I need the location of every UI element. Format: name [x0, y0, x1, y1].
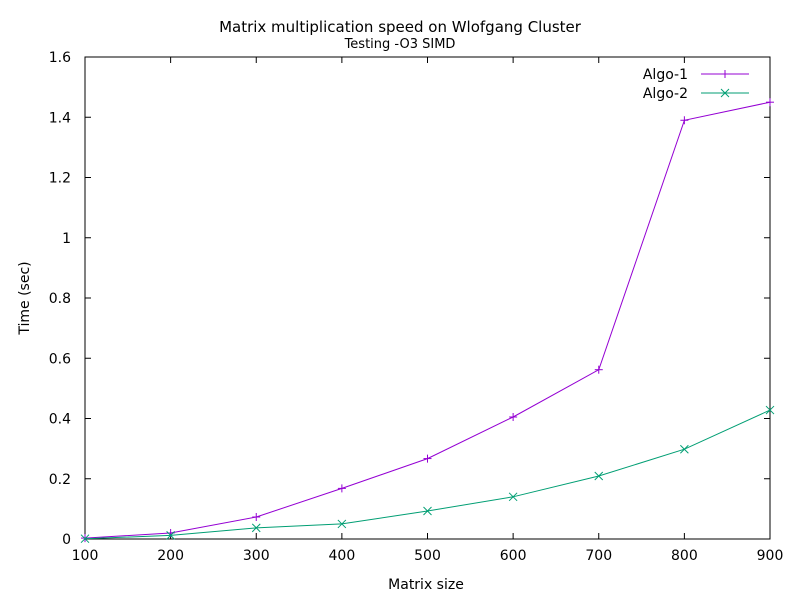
legend-label: Algo-1: [643, 67, 688, 83]
data-point: [594, 365, 603, 374]
marker-stroke: [765, 405, 775, 415]
marker-stroke: [680, 444, 689, 454]
data-point: [680, 116, 689, 125]
x-tick-label: 600: [500, 548, 527, 564]
marker-stroke: [80, 534, 90, 544]
marker-stroke: [251, 523, 261, 533]
y-tick-label: 1.2: [49, 171, 71, 187]
legend-marker: [720, 88, 730, 98]
series-line: [84, 409, 771, 540]
y-tick-label: 0: [62, 532, 71, 548]
series-algo-2: [80, 405, 775, 544]
x-tick-label: 500: [414, 548, 441, 564]
marker-stroke: [166, 531, 175, 540]
legend-entry: Algo-2: [643, 86, 749, 102]
data-point: [337, 519, 347, 529]
series-algo-1: [81, 98, 774, 543]
marker-stroke: [720, 88, 730, 98]
x-tick-label: 700: [585, 548, 612, 564]
x-tick-label: 100: [72, 548, 99, 564]
data-point: [166, 531, 175, 540]
data-point: [337, 484, 346, 493]
data-point: [765, 405, 775, 415]
x-axis-label: Matrix size: [388, 577, 464, 593]
chart-subtitle: Testing -O3 SIMD: [344, 37, 456, 52]
chart-title: Matrix multiplication speed on Wlofgang …: [219, 18, 581, 36]
legend-entry: Algo-1: [643, 67, 749, 83]
x-tick-label: 900: [757, 548, 784, 564]
marker-stroke: [508, 492, 518, 502]
data-point: [80, 534, 90, 544]
x-tick-label: 300: [243, 548, 270, 564]
data-point: [509, 412, 518, 421]
data-point: [766, 98, 774, 107]
data-point: [423, 506, 432, 516]
y-tick-label: 0.6: [49, 351, 71, 367]
plot-frame: [84, 56, 771, 540]
y-tick-label: 1: [62, 231, 71, 247]
data-point: [594, 471, 604, 481]
legend-marker: [721, 70, 729, 78]
marker-stroke: [594, 471, 604, 481]
data-point: [251, 523, 261, 533]
data-point: [680, 444, 689, 454]
marker-stroke: [337, 519, 347, 529]
axis-ticks: 100 200 300 400 500 600 700 800 900 0 0.2 0.4 0.6 0.8…: [49, 50, 784, 564]
data-point: [252, 513, 261, 522]
data-point: [423, 454, 432, 463]
x-tick-label: 200: [157, 548, 184, 564]
y-tick-label: 0.2: [49, 472, 71, 488]
y-tick-label: 0.8: [49, 291, 71, 307]
legend-label: Algo-2: [643, 86, 688, 102]
series-line: [84, 101, 771, 539]
y-tick-label: 1.4: [49, 110, 71, 126]
x-tick-label: 400: [329, 548, 356, 564]
y-tick-label: 1.6: [49, 50, 71, 66]
legend: Algo-1 Algo-2: [643, 67, 749, 102]
plot-border: [84, 56, 771, 540]
y-tick-label: 0.4: [49, 412, 71, 428]
data-point: [508, 492, 518, 502]
x-tick-label: 800: [671, 548, 698, 564]
marker-stroke: [423, 506, 432, 516]
series-layer: [80, 98, 775, 544]
